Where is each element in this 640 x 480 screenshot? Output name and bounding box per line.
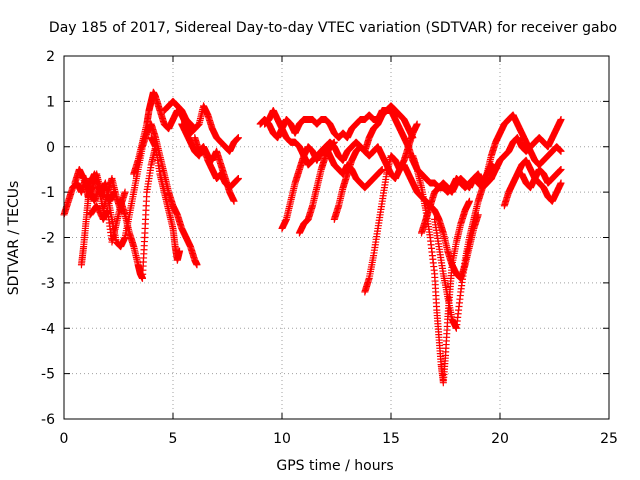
x-tick-label: 10 bbox=[273, 431, 291, 447]
series-arc-07 bbox=[130, 88, 199, 178]
y-tick-label: -3 bbox=[41, 276, 55, 292]
series-arc-08 bbox=[147, 134, 184, 264]
chart-title: Day 185 of 2017, Sidereal Day-to-day VTE… bbox=[49, 20, 617, 36]
data-point bbox=[121, 188, 129, 196]
y-tick-label: -1 bbox=[41, 185, 55, 201]
y-axis-label: SDTVAR / TECUs bbox=[6, 181, 22, 296]
x-tick-label: 0 bbox=[60, 431, 69, 447]
x-tick-label: 25 bbox=[600, 431, 618, 447]
x-tick-label: 5 bbox=[169, 431, 178, 447]
y-tick-label: -5 bbox=[41, 367, 55, 383]
data-point bbox=[234, 134, 242, 142]
x-tick-label: 15 bbox=[382, 431, 400, 447]
data-points bbox=[60, 88, 565, 387]
y-tick-label: -6 bbox=[41, 412, 55, 428]
series-arc-09 bbox=[160, 97, 242, 155]
y-tick-label: 1 bbox=[46, 94, 55, 110]
y-tick-label: -2 bbox=[41, 231, 55, 247]
x-tick-labels: 0 5 10 15 20 25 bbox=[60, 431, 618, 447]
series-arc-06 bbox=[117, 143, 160, 282]
y-tick-labels: -6 -5 -4 -3 -2 -1 0 1 2 bbox=[41, 49, 55, 428]
x-tick-label: 20 bbox=[491, 431, 509, 447]
y-tick-label: -4 bbox=[41, 321, 55, 337]
y-tick-label: 0 bbox=[46, 140, 55, 156]
x-axis-label: GPS time / hours bbox=[276, 458, 393, 474]
data-point bbox=[234, 175, 242, 183]
data-point bbox=[176, 247, 184, 255]
series-arc-11 bbox=[191, 134, 238, 205]
series-arc-20 bbox=[431, 116, 565, 332]
data-point bbox=[193, 261, 201, 269]
y-tick-label: 2 bbox=[46, 49, 55, 65]
